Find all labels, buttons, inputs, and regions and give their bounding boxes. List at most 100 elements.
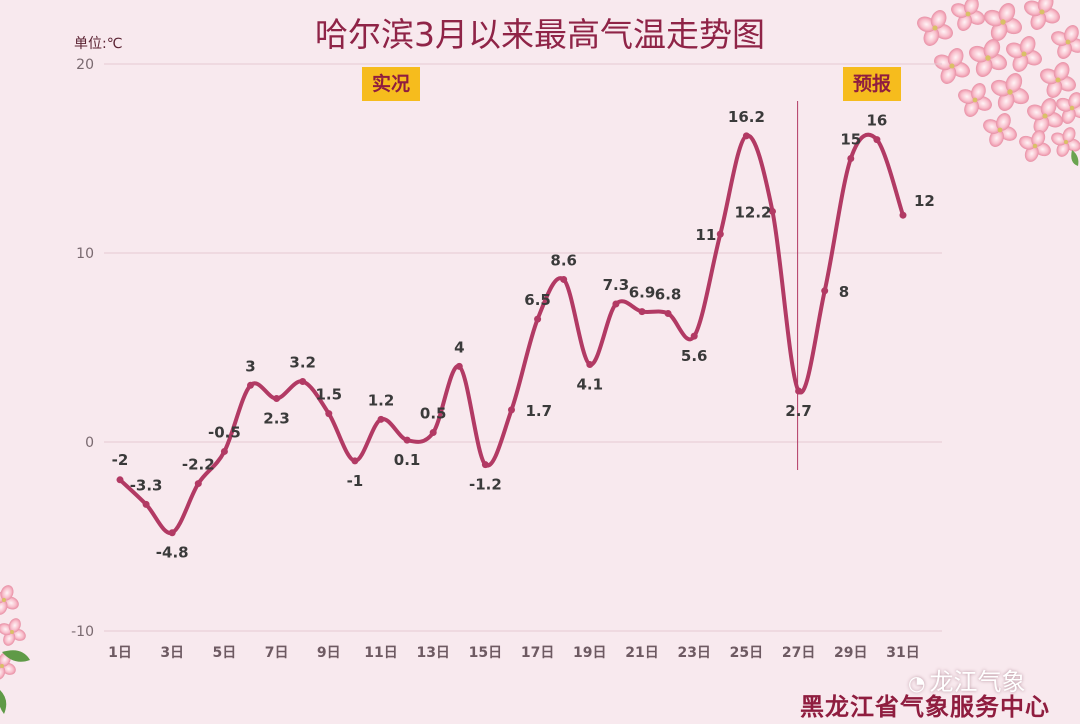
y-tick-label: -10	[71, 624, 94, 640]
data-point	[142, 500, 150, 508]
data-point	[742, 132, 750, 140]
x-tick-label: 13日	[416, 645, 449, 661]
data-point	[716, 230, 724, 238]
data-point	[194, 480, 202, 488]
data-point	[612, 300, 620, 308]
data-label: 6.5	[524, 291, 551, 309]
leaf-icon	[1071, 150, 1079, 166]
flower-icon	[951, 0, 985, 31]
data-point	[351, 457, 359, 465]
watermark: ◔ 龙江气象	[908, 662, 1025, 697]
data-label: -3.3	[130, 476, 163, 494]
data-label: -0.5	[208, 423, 241, 441]
data-point	[116, 476, 124, 484]
data-label: -1.2	[469, 476, 502, 494]
flower-icon	[958, 83, 992, 117]
flower-icon	[969, 39, 1007, 77]
x-tick-label: 5日	[213, 645, 237, 661]
data-label: 4	[454, 338, 464, 356]
data-label: 0.1	[394, 451, 421, 469]
flower-icon	[0, 652, 16, 680]
x-tick-label: 15日	[469, 645, 502, 661]
flower-icon	[917, 10, 953, 46]
flower-icon	[1006, 36, 1042, 72]
data-label: 11	[695, 226, 716, 244]
x-tick-label: 11日	[364, 645, 397, 661]
unit-label: 单位:℃	[74, 36, 123, 52]
x-tick-label: 3日	[160, 645, 184, 661]
flower-icon	[984, 3, 1022, 41]
data-label: -4.8	[156, 544, 189, 562]
data-point	[455, 362, 463, 370]
data-label: 1.5	[316, 386, 343, 404]
data-point	[560, 275, 568, 283]
flower-icon	[1027, 98, 1063, 134]
forecast-tag: 预报	[843, 67, 902, 101]
data-point	[664, 309, 672, 317]
flower-icon	[991, 73, 1029, 111]
data-point	[638, 308, 646, 316]
footer-credit: 黑龙江省气象服务中心	[800, 693, 1050, 721]
data-point	[847, 155, 855, 162]
flower-icon	[1040, 62, 1076, 98]
y-tick-label: 20	[76, 57, 94, 73]
data-point	[769, 207, 776, 215]
data-point	[377, 415, 385, 423]
data-point	[821, 287, 829, 295]
data-point	[690, 332, 698, 340]
x-tick-label: 7日	[265, 645, 289, 661]
data-point	[247, 381, 254, 389]
data-label: 5.6	[681, 347, 708, 365]
data-label: 12	[914, 192, 935, 210]
flower-icon	[1024, 0, 1060, 30]
data-point	[403, 436, 411, 444]
data-label: 1.7	[526, 402, 553, 420]
y-tick-label: 10	[76, 246, 94, 262]
chart-title: 哈尔滨3月以来最高气温走势图	[315, 15, 765, 54]
data-label: -1	[347, 472, 364, 490]
data-point	[899, 211, 907, 219]
data-point	[299, 378, 307, 386]
data-label: 8.6	[550, 251, 577, 269]
x-tick-label: 23日	[677, 645, 710, 661]
x-tick-label: 31日	[886, 645, 919, 661]
data-label: 15	[840, 131, 861, 149]
x-tick-label: 25日	[730, 645, 763, 661]
data-label: 3.2	[289, 354, 316, 372]
x-tick-label: 9日	[317, 645, 341, 661]
flower-icon	[1051, 127, 1080, 157]
data-label: -2	[112, 451, 129, 469]
data-point	[273, 395, 281, 403]
data-label: 2.3	[263, 410, 290, 428]
data-label: 6.9	[629, 284, 656, 302]
leaf-icon	[2, 650, 30, 662]
observed-tag: 实况	[362, 67, 421, 101]
data-label: 4.1	[577, 376, 604, 394]
flower-icon	[1051, 25, 1080, 59]
flower-icon	[934, 48, 970, 84]
data-point	[429, 429, 437, 437]
data-label: 2.7	[785, 402, 812, 420]
data-point	[325, 410, 333, 418]
wechat-icon: ◔	[908, 671, 926, 695]
data-point	[168, 529, 176, 537]
x-tick-label: 19日	[573, 645, 606, 661]
data-label: 3	[245, 357, 255, 375]
data-label: 6.8	[655, 285, 682, 303]
data-point	[873, 136, 881, 144]
data-label: 7.3	[603, 276, 630, 294]
flower-icon	[0, 618, 26, 646]
data-label: 0.5	[420, 405, 447, 423]
temperature-line	[118, 132, 905, 535]
data-label: 16	[866, 112, 887, 130]
x-tick-label: 21日	[625, 645, 658, 661]
data-label: 12.2	[734, 203, 771, 221]
data-label: 16.2	[728, 108, 765, 126]
x-tick-label: 29日	[834, 645, 867, 661]
data-point	[586, 361, 594, 369]
data-point	[481, 461, 489, 469]
data-point	[508, 406, 515, 414]
data-point	[220, 447, 228, 455]
